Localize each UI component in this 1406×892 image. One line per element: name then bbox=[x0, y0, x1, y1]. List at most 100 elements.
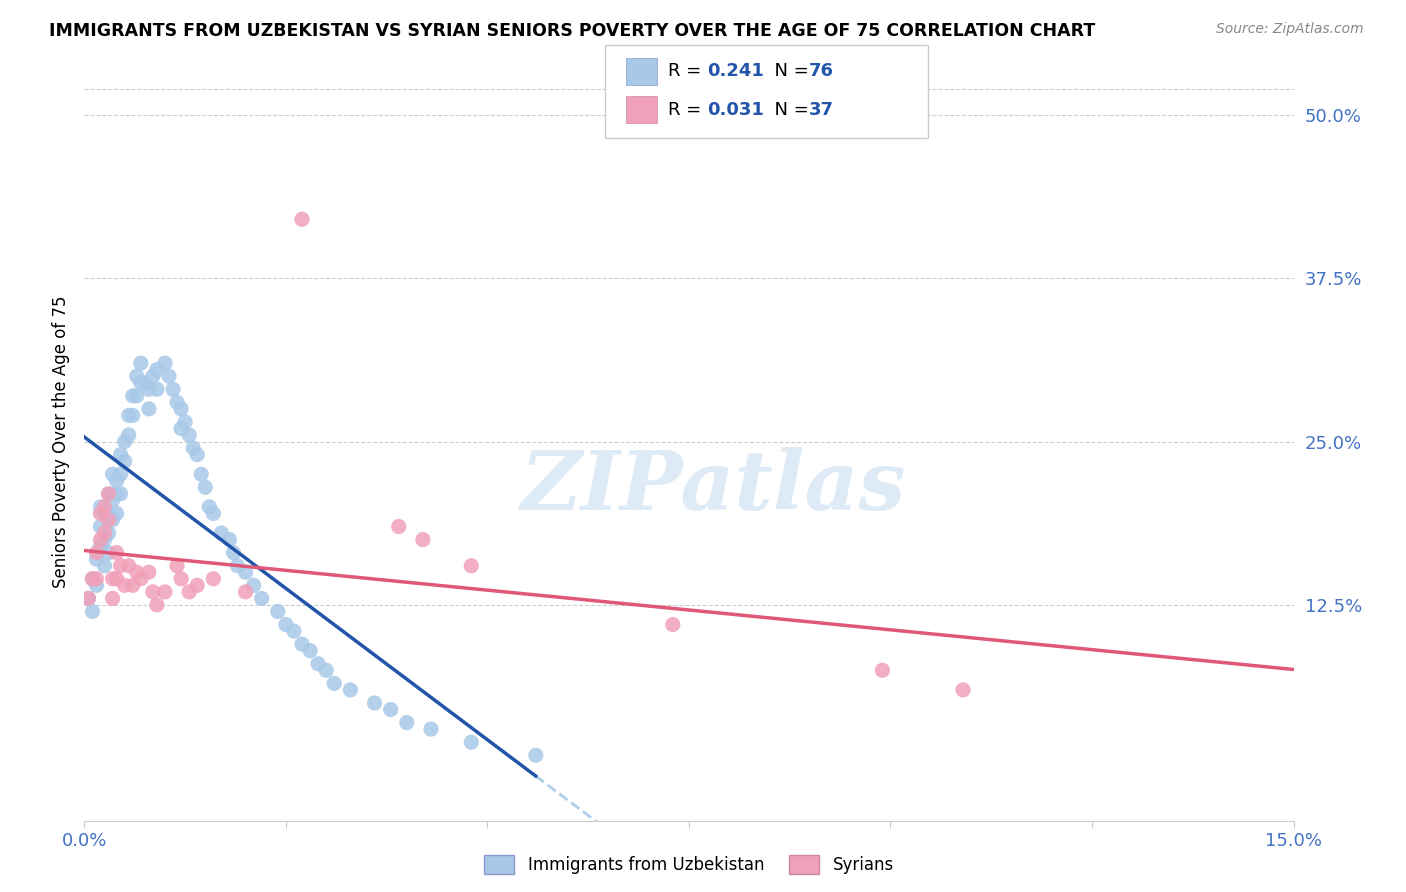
Point bbox=[872, 663, 894, 677]
Text: R =: R = bbox=[668, 101, 707, 119]
Point bbox=[82, 572, 104, 586]
Point bbox=[110, 448, 132, 462]
Point bbox=[82, 572, 104, 586]
Point bbox=[460, 735, 482, 749]
Point bbox=[194, 480, 217, 494]
Point bbox=[146, 598, 169, 612]
Point bbox=[121, 578, 143, 592]
Point bbox=[114, 434, 136, 449]
Point bbox=[323, 676, 346, 690]
Point bbox=[153, 356, 176, 370]
Point bbox=[121, 389, 143, 403]
Point bbox=[339, 682, 361, 697]
Point bbox=[125, 566, 148, 580]
Point bbox=[118, 428, 141, 442]
Point bbox=[129, 356, 152, 370]
Text: 37: 37 bbox=[808, 101, 834, 119]
Point bbox=[134, 376, 156, 390]
Point bbox=[420, 722, 443, 736]
Point bbox=[291, 637, 314, 651]
Point bbox=[186, 578, 208, 592]
Y-axis label: Seniors Poverty Over the Age of 75: Seniors Poverty Over the Age of 75 bbox=[52, 295, 70, 588]
Point bbox=[82, 605, 104, 619]
Point bbox=[101, 513, 124, 527]
Point bbox=[153, 585, 176, 599]
Text: 0.031: 0.031 bbox=[707, 101, 763, 119]
Point bbox=[274, 617, 297, 632]
Point bbox=[93, 507, 115, 521]
Point bbox=[129, 376, 152, 390]
Point bbox=[181, 441, 204, 455]
Text: N =: N = bbox=[763, 101, 815, 119]
Point bbox=[89, 533, 111, 547]
Point bbox=[218, 533, 240, 547]
Point bbox=[142, 585, 165, 599]
Text: ZIPatlas: ZIPatlas bbox=[520, 447, 905, 527]
Point bbox=[157, 369, 180, 384]
Point bbox=[460, 558, 482, 573]
Point bbox=[86, 546, 108, 560]
Point bbox=[250, 591, 273, 606]
Point bbox=[125, 389, 148, 403]
Point bbox=[77, 591, 100, 606]
Point bbox=[412, 533, 434, 547]
Point bbox=[166, 558, 188, 573]
Text: R =: R = bbox=[668, 62, 707, 80]
Point bbox=[138, 401, 160, 416]
Point bbox=[101, 572, 124, 586]
Point bbox=[105, 474, 128, 488]
Point bbox=[146, 382, 169, 396]
Point bbox=[235, 566, 257, 580]
Point bbox=[235, 585, 257, 599]
Point bbox=[198, 500, 221, 514]
Point bbox=[174, 415, 197, 429]
Point bbox=[93, 558, 115, 573]
Point bbox=[299, 643, 322, 657]
Text: 76: 76 bbox=[808, 62, 834, 80]
Point bbox=[380, 702, 402, 716]
Point bbox=[952, 682, 974, 697]
Point bbox=[138, 566, 160, 580]
Point bbox=[86, 552, 108, 566]
Text: 0.241: 0.241 bbox=[707, 62, 763, 80]
Point bbox=[114, 454, 136, 468]
Point bbox=[89, 519, 111, 533]
Point bbox=[179, 428, 201, 442]
Point bbox=[114, 578, 136, 592]
Point bbox=[97, 487, 120, 501]
Point bbox=[226, 558, 249, 573]
Point bbox=[93, 500, 115, 514]
Point bbox=[121, 409, 143, 423]
Point bbox=[89, 539, 111, 553]
Point bbox=[89, 500, 111, 514]
Point bbox=[89, 507, 111, 521]
Point bbox=[146, 362, 169, 376]
Point bbox=[105, 546, 128, 560]
Point bbox=[97, 507, 120, 521]
Point bbox=[110, 467, 132, 482]
Point bbox=[118, 409, 141, 423]
Point bbox=[209, 526, 232, 541]
Text: Source: ZipAtlas.com: Source: ZipAtlas.com bbox=[1216, 22, 1364, 37]
Point bbox=[125, 369, 148, 384]
Point bbox=[93, 526, 115, 541]
Point bbox=[118, 558, 141, 573]
Point bbox=[179, 585, 201, 599]
Point bbox=[86, 572, 108, 586]
Point bbox=[105, 572, 128, 586]
Point bbox=[110, 487, 132, 501]
Point bbox=[97, 513, 120, 527]
Point bbox=[222, 546, 245, 560]
Point bbox=[129, 572, 152, 586]
Point bbox=[267, 605, 290, 619]
Point bbox=[101, 467, 124, 482]
Point bbox=[170, 401, 193, 416]
Point bbox=[307, 657, 329, 671]
Point bbox=[110, 558, 132, 573]
Point bbox=[166, 395, 188, 409]
Point bbox=[170, 421, 193, 435]
Point bbox=[138, 382, 160, 396]
Point bbox=[202, 507, 225, 521]
Point bbox=[97, 526, 120, 541]
Point bbox=[524, 748, 547, 763]
